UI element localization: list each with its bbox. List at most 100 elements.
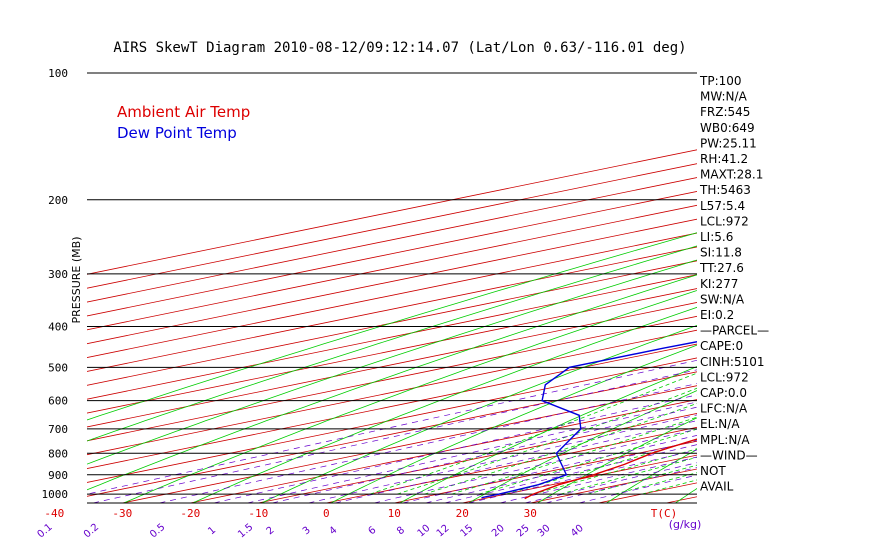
- isotherm-line: [87, 260, 697, 386]
- index-text: NOT: [700, 464, 726, 478]
- mixing-ratio-label: 25: [515, 523, 532, 540]
- mixing-ratio-line: [308, 414, 697, 503]
- index-text: PW:25.11: [700, 136, 757, 150]
- y-axis-label: PRESSURE (MB): [70, 237, 83, 324]
- mixing-ratio-label: 0.2: [82, 522, 101, 541]
- bottom-temp-tick-label: -40: [44, 507, 64, 520]
- mixing-ratio-unit: (g/kg): [669, 518, 702, 531]
- pressure-tick-label: 200: [48, 194, 68, 207]
- mixing-ratio-label: 1: [206, 525, 218, 538]
- index-text: CAP:0.0: [700, 386, 747, 400]
- dry-adiabat-line: [468, 390, 697, 503]
- index-text: SW:N/A: [700, 292, 745, 306]
- mixing-ratio-label: 20: [490, 523, 507, 540]
- isotherm-line: [87, 274, 697, 400]
- index-text: AVAIL: [700, 480, 734, 494]
- pressure-tick-label: 700: [48, 423, 68, 436]
- dry-adiabat-line: [87, 274, 697, 491]
- dry-adiabat-line: [87, 232, 697, 421]
- index-text: WB0:649: [700, 121, 755, 135]
- isotherm-line: [87, 232, 697, 358]
- index-text: EI:0.2: [700, 308, 734, 322]
- index-text: TP:100: [699, 74, 742, 88]
- dry-adiabat-line: [87, 245, 697, 442]
- index-text: —WIND—: [700, 448, 758, 462]
- dry-adiabat-line: [606, 449, 697, 503]
- dry-adiabat-line: [537, 417, 697, 503]
- pressure-tick-label: 800: [48, 447, 68, 460]
- dry-adiabat-line: [744, 73, 870, 503]
- mixing-ratio-line: [93, 369, 697, 503]
- index-text: TT:27.6: [699, 261, 744, 275]
- mixing-ratio-label: 10: [416, 523, 433, 540]
- bottom-temp-tick-label: -10: [248, 507, 268, 520]
- mixing-ratio-label: 3: [301, 525, 313, 538]
- mixing-ratio-label: 2: [265, 525, 277, 538]
- mixing-ratio-line: [444, 444, 697, 503]
- mixing-ratio-line: [272, 406, 697, 503]
- moist-adiabat-line: [505, 439, 697, 495]
- mixing-ratio-line: [468, 449, 697, 503]
- mixing-ratio-line: [213, 394, 697, 503]
- bottom-temp-tick-label: 20: [456, 507, 469, 520]
- isotherm-line: [190, 399, 697, 503]
- moist-adiabat-line: [478, 428, 697, 495]
- axes: 1002003004005006007008009001000-50-40-30…: [35, 67, 702, 541]
- isotherm-line: [87, 329, 697, 456]
- index-text: TH:5463: [699, 183, 751, 197]
- index-text: CAPE:0: [700, 339, 743, 353]
- index-text: MW:N/A: [700, 90, 748, 104]
- isotherm-line: [87, 163, 697, 289]
- mixing-ratio-label: 4: [328, 525, 340, 538]
- pressure-tick-label: 600: [48, 395, 68, 408]
- mixing-ratio-line: [87, 359, 697, 495]
- index-text: MPL:N/A: [700, 433, 750, 447]
- mixing-ratio-label: 0.1: [35, 522, 54, 541]
- chart-title: AIRS SkewT Diagram 2010-08-12/09:12:14.0…: [113, 40, 686, 56]
- moist-adiabat-line: [587, 464, 697, 495]
- dry-adiabat-line: [399, 366, 697, 503]
- bottom-temp-tick-label: 30: [524, 507, 537, 520]
- dry-adiabat-line: [192, 306, 697, 503]
- isotherm-line: [326, 426, 697, 503]
- index-text: —PARCEL—: [700, 324, 769, 338]
- pressure-tick-label: 900: [48, 469, 68, 482]
- isotherm-line: [87, 343, 697, 469]
- index-text: EL:N/A: [700, 417, 740, 431]
- isotherm-line: [462, 454, 697, 503]
- mixing-ratio-label: 6: [367, 525, 379, 538]
- pressure-tick-label: 300: [48, 268, 68, 281]
- index-text: LFC:N/A: [700, 402, 748, 416]
- isotherm-line: [87, 218, 697, 345]
- isotherm-line: [87, 357, 697, 483]
- bottom-temp-unit: T(C): [651, 507, 678, 520]
- isotherm-line: [258, 413, 697, 503]
- dry-adiabat-line: [813, 73, 870, 503]
- ambient-temp-line: [524, 438, 697, 500]
- isotherm-line: [87, 177, 697, 303]
- dry-adiabat-line: [330, 344, 697, 503]
- bottom-temp-tick-label: -20: [180, 507, 200, 520]
- legend-dewpoint: Dew Point Temp: [117, 124, 237, 142]
- index-text: RH:41.2: [700, 152, 748, 166]
- bottom-temp-tick-label: 0: [323, 507, 330, 520]
- dry-adiabat-line: [87, 259, 697, 465]
- isotherm-line: [87, 204, 697, 331]
- dry-adiabat-line: [123, 290, 697, 503]
- index-text: MAXT:28.1: [700, 168, 763, 182]
- moist-adiabat-line: [369, 372, 697, 495]
- mixing-ratio-label: 0.5: [148, 522, 167, 541]
- pressure-tick-label: 400: [48, 321, 68, 334]
- isotherm-line: [87, 315, 697, 442]
- pressure-tick-label: 500: [48, 361, 68, 374]
- mixing-ratio-line: [578, 474, 697, 503]
- moist-adiabat-line: [397, 387, 697, 495]
- mixing-ratio-line: [159, 383, 697, 503]
- mixing-ratio-label: 1.5: [236, 522, 255, 541]
- index-text: L57:5.4: [700, 199, 745, 213]
- mixing-ratio-label: 15: [458, 523, 475, 540]
- index-text: LCL:972: [700, 370, 749, 384]
- mixing-ratio-label: 8: [395, 525, 407, 538]
